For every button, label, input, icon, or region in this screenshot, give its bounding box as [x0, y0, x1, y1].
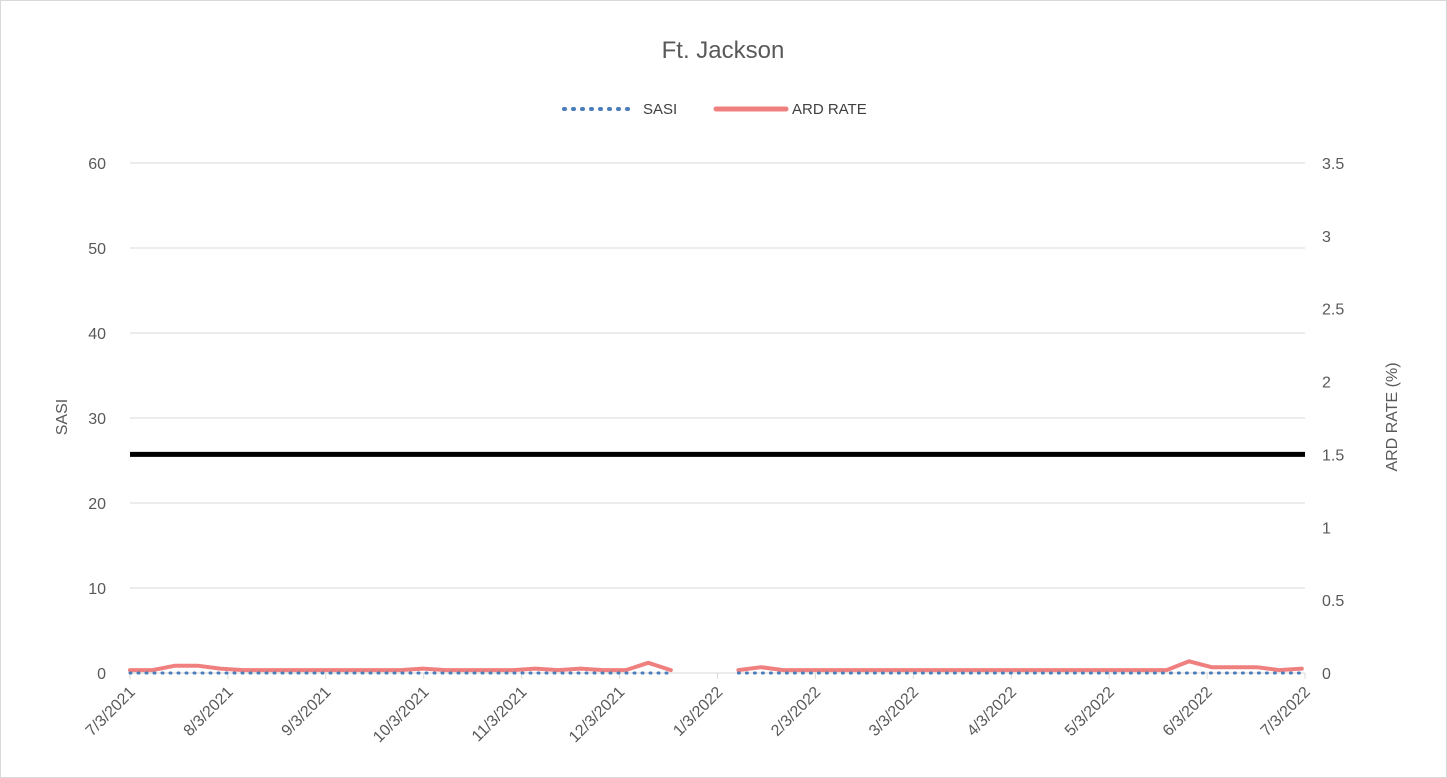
right-axis-title: ARD RATE (%): [1384, 362, 1401, 471]
left-axis-title: SASI: [54, 399, 71, 435]
left-tick-label: 60: [88, 156, 106, 173]
chart-title: Ft. Jackson: [662, 37, 785, 64]
series-line-ard-rate: [736, 659, 1304, 673]
right-tick-label: 0.5: [1322, 593, 1344, 610]
right-tick-label: 1.5: [1322, 447, 1344, 464]
right-tick-label: 3.5: [1322, 156, 1344, 173]
left-tick-label: 10: [88, 581, 106, 598]
left-tick-label: 40: [88, 326, 106, 343]
legend: SASI ARD RATE: [562, 101, 867, 118]
legend-label-ard-rate: ARD RATE: [792, 101, 867, 118]
left-tick-label: 50: [88, 241, 106, 258]
right-tick-label: 2.5: [1322, 302, 1344, 319]
right-tick-label: 0: [1322, 666, 1331, 683]
left-tick-label: 0: [97, 666, 106, 683]
left-axis-ticks: 0 10 20 30 40 50 60: [88, 156, 106, 683]
left-tick-label: 20: [88, 496, 106, 513]
right-axis-ticks: 0 0.5 1 1.5 2 2.5 3 3.5: [1322, 156, 1344, 683]
legend-label-sasi: SASI: [643, 101, 677, 118]
right-tick-label: 3: [1322, 229, 1331, 246]
series-line-ard-rate: [128, 660, 673, 673]
left-tick-label: 30: [88, 411, 106, 428]
right-tick-label: 1: [1322, 520, 1331, 537]
right-tick-label: 2: [1322, 375, 1331, 392]
series-layer: [128, 659, 1304, 675]
